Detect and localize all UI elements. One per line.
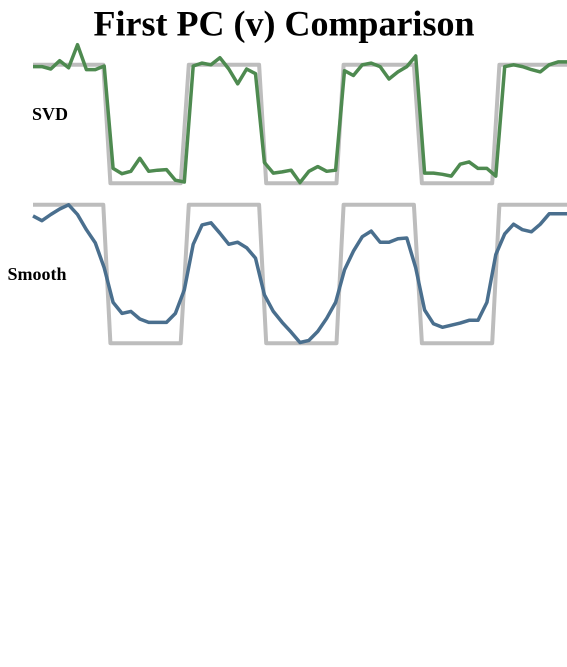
- panel-label: Smooth: [7, 264, 66, 284]
- data-line: [33, 42, 567, 185]
- data-line: [32, 203, 567, 345]
- chart-title: First PC (v) Comparison: [94, 3, 475, 43]
- panel-label: SVD: [32, 104, 68, 124]
